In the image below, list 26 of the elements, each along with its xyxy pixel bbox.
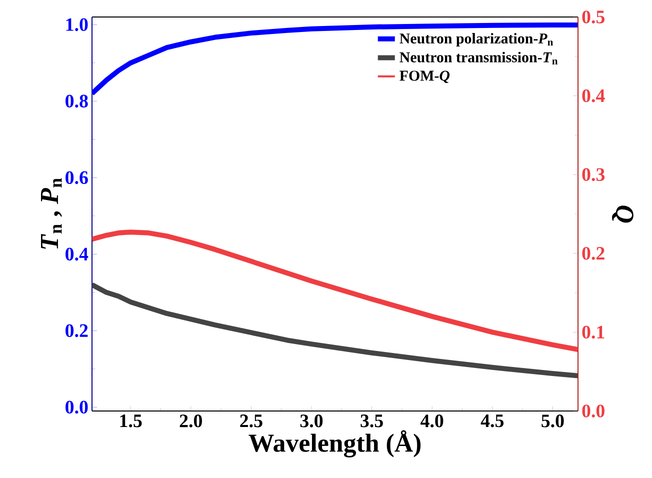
x-tick-label: 1.5 bbox=[120, 414, 142, 428]
y-tick-label: 0.8 bbox=[66, 94, 88, 108]
y-tick-label: 0.4 bbox=[66, 248, 88, 261]
x-tick-label: 2.0 bbox=[180, 414, 202, 428]
x-axis-title: Wavelength (Å) bbox=[248, 430, 421, 458]
y2-tick-label: 0.2 bbox=[582, 246, 604, 260]
x-tick-label: 2.5 bbox=[240, 414, 262, 428]
y2-axis-title: Q bbox=[612, 206, 634, 223]
y2-tick-label: 0.1 bbox=[582, 326, 604, 339]
y2-tick-label: 0.0 bbox=[582, 404, 604, 418]
x-tick-label: 4.5 bbox=[480, 414, 504, 428]
x-tick-label: 3.0 bbox=[300, 414, 323, 428]
y-tick-label: 0.6 bbox=[66, 171, 88, 184]
y-tick-label: 1.0 bbox=[66, 18, 88, 32]
x-tick-label: 3.5 bbox=[360, 414, 383, 428]
y-tick-label: 0.2 bbox=[66, 324, 88, 338]
y-axis-title: T$_{n}$ , P$_{n}$ bbox=[41, 178, 62, 249]
y2-tick-label: 0.4 bbox=[582, 89, 605, 102]
y2-tick-label: 0.3 bbox=[582, 168, 605, 182]
legend-label: Neutron transmission-T$_{n}$ bbox=[400, 52, 558, 64]
x-tick-label: 4.0 bbox=[420, 414, 444, 428]
y-tick-label: 0.0 bbox=[66, 400, 88, 414]
x-tick-label: 5.0 bbox=[542, 414, 564, 428]
y2-tick-label: 0.5 bbox=[582, 10, 604, 24]
legend-label: Neutron polarization-P$_{n}$ bbox=[400, 33, 554, 47]
legend-label: FOM-Q bbox=[400, 70, 450, 84]
